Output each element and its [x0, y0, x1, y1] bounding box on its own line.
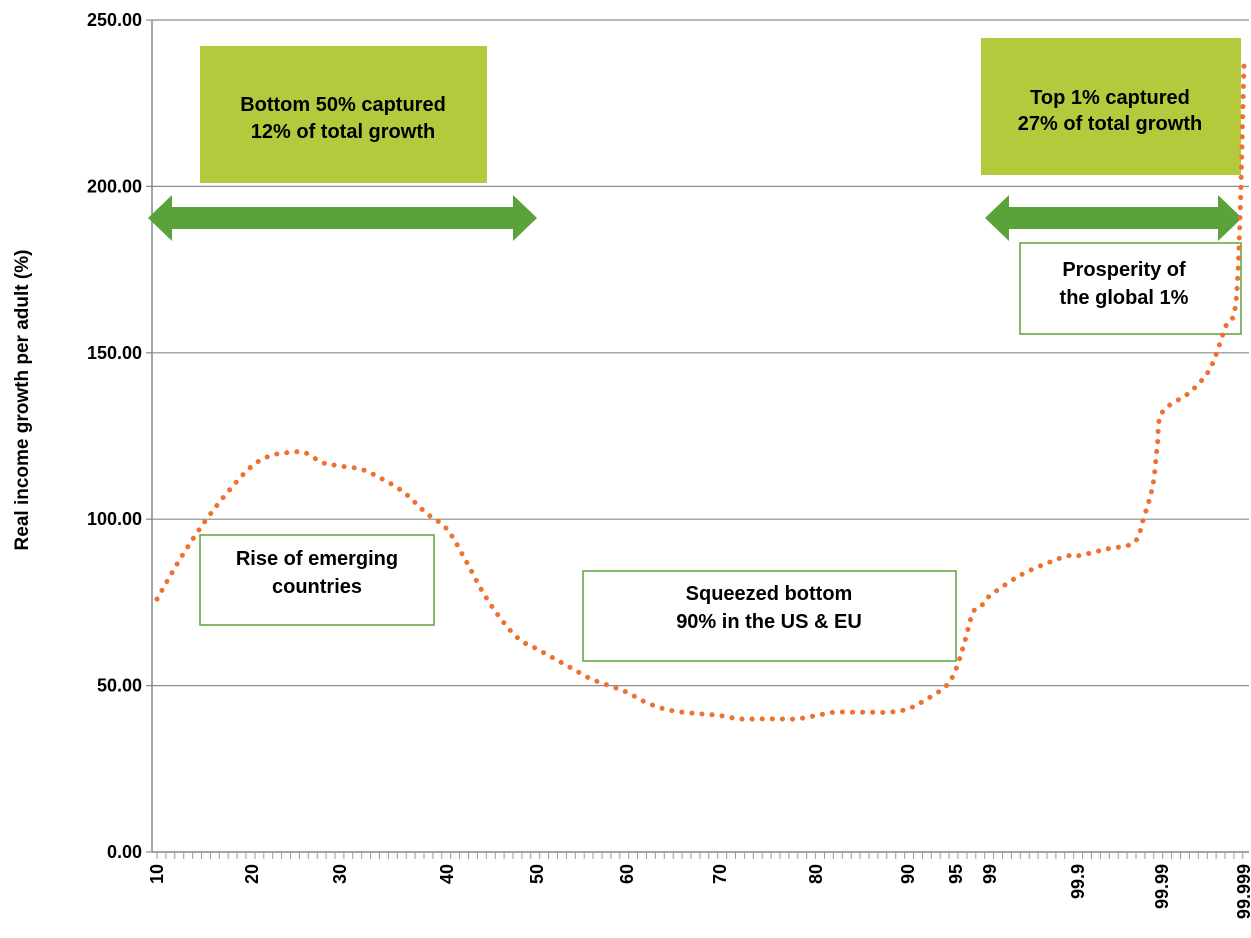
- emerging-box: [199, 534, 435, 626]
- y-axis-title: Real income growth per adult (%): [12, 250, 33, 551]
- y-tick-label: 150.00: [87, 343, 142, 363]
- minor-ticks: [156, 852, 1244, 859]
- x-tick-label: 60: [617, 864, 637, 884]
- x-tick-label: 99.99: [1152, 864, 1172, 909]
- y-tick-label: 50.00: [97, 676, 142, 696]
- annotation-squeezed: Squeezed bottom 90% in the US & EU: [582, 570, 957, 662]
- prosperity-box: [1019, 242, 1242, 335]
- squeezed-box: [582, 570, 957, 662]
- x-tick-label: 40: [437, 864, 457, 884]
- x-tick-label: 10: [147, 864, 167, 884]
- annotation-prosperity: Prosperity of the global 1%: [1019, 242, 1242, 335]
- x-tick-labels: 10 20 30 40 50 60 70 80 90 95 99 99.9 99.99 99.999: [147, 864, 1251, 919]
- x-tick-label: 99: [980, 864, 1000, 884]
- top-1-line1: Top 1% captured: [1030, 87, 1190, 109]
- double-arrow-top-1: [985, 195, 1242, 241]
- x-tick-label: 99.999: [1234, 864, 1251, 919]
- series-line-income-growth: [154, 60, 1247, 722]
- bottom-50-box: [200, 46, 487, 183]
- x-tick-label: 90: [898, 864, 918, 884]
- emerging-line2: countries: [272, 576, 362, 598]
- annotation-bottom-50: Bottom 50% captured 12% of total growth: [200, 46, 487, 183]
- emerging-line1: Rise of emerging: [236, 548, 398, 570]
- x-tick-label: 70: [710, 864, 730, 884]
- annotation-emerging: Rise of emerging countries: [199, 534, 435, 626]
- bottom-50-line1: Bottom 50% captured: [240, 94, 446, 116]
- x-tick-label: 80: [806, 864, 826, 884]
- top-1-line2: 27% of total growth: [1018, 113, 1202, 135]
- annotation-top-1: Top 1% captured 27% of total growth: [981, 38, 1241, 175]
- double-arrow-bottom-50: [148, 195, 537, 241]
- x-tick-label: 30: [330, 864, 350, 884]
- prosperity-line1: Prosperity of: [1062, 259, 1186, 281]
- x-tick-label: 50: [527, 864, 547, 884]
- y-tick-label: 0.00: [107, 842, 142, 862]
- top-1-box: [981, 38, 1241, 175]
- x-tick-label: 20: [242, 864, 262, 884]
- x-tick-label: 99.9: [1068, 864, 1088, 899]
- y-tick-label: 200.00: [87, 176, 142, 196]
- y-tick-label: 100.00: [87, 509, 142, 529]
- y-tick-label: 250.00: [87, 10, 142, 30]
- x-tick-label: 95: [946, 864, 966, 884]
- squeezed-line1: Squeezed bottom: [686, 583, 853, 605]
- squeezed-line2: 90% in the US & EU: [676, 611, 862, 633]
- prosperity-line2: the global 1%: [1060, 287, 1189, 309]
- y-tick-labels: 0.00 50.00 100.00 150.00 200.00 250.00: [87, 10, 142, 862]
- bottom-50-line2: 12% of total growth: [251, 121, 435, 143]
- grid-layer: [146, 19, 1249, 853]
